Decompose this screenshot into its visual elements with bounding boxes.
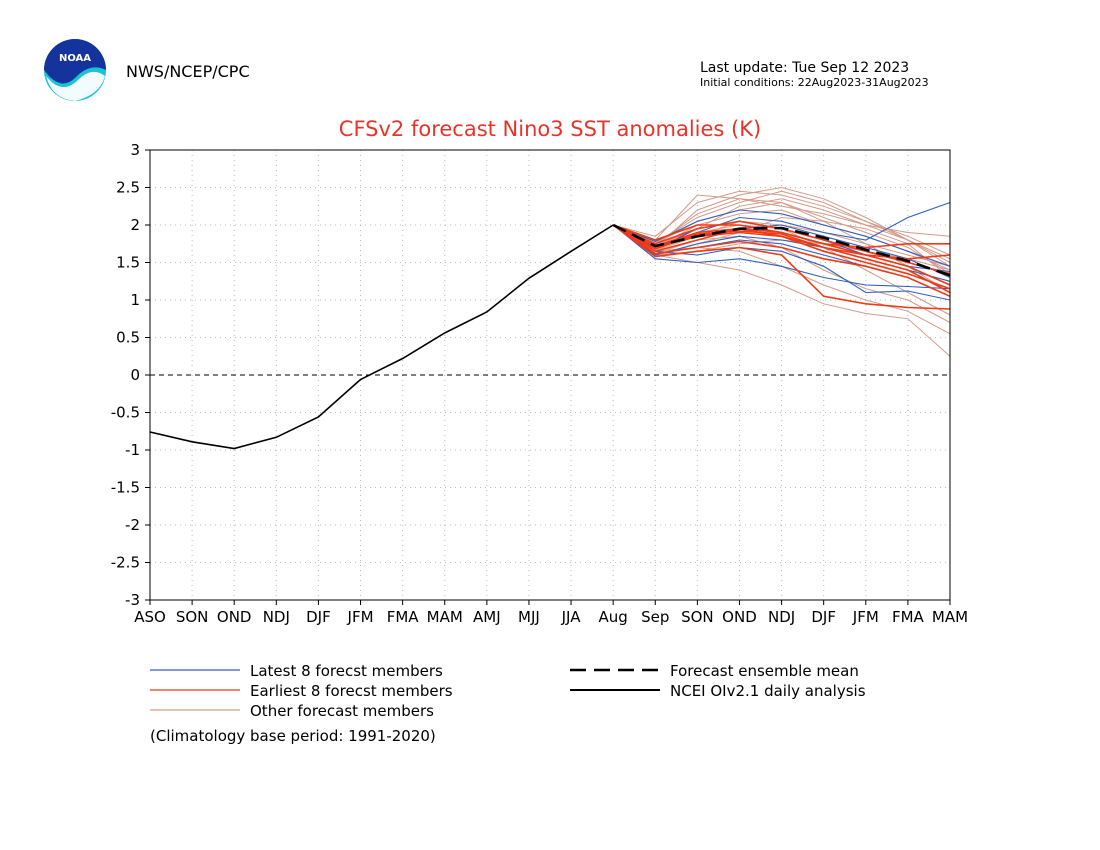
x-tick-label: JFM (347, 608, 374, 626)
earliest-member-line (612, 224, 951, 298)
last-update: Last update: Tue Sep 12 2023 (700, 60, 909, 76)
y-tick-label: -2.5 (111, 554, 140, 572)
x-tick-label: DJF (811, 608, 836, 626)
legend-other-label: Other forecast members (250, 702, 434, 720)
x-tick-label: SON (176, 608, 209, 626)
y-tick-label: 0 (130, 366, 140, 384)
earliest-member-line (612, 224, 951, 260)
latest-member-line (612, 224, 951, 301)
axes: ASO SON OND NDJ DJF JFM FMA MAM AMJ MJJ JJA Aug Sep S… (111, 141, 968, 626)
earliest-member-line (612, 224, 951, 310)
legend-earliest-label: Earliest 8 forecst members (250, 682, 453, 700)
y-tick-label: 0.5 (116, 329, 140, 347)
x-tick-label: NDJ (768, 608, 795, 626)
legend-mean-label: Forecast ensemble mean (670, 662, 859, 680)
y-tick-label: -3 (125, 591, 140, 609)
x-tick-label: NDJ (263, 608, 290, 626)
y-tick-label: -1.5 (111, 479, 140, 497)
x-tick-label: OND (722, 608, 757, 626)
y-tick-label: 2.5 (116, 179, 140, 197)
x-tick-label: MJJ (518, 608, 540, 626)
legend: Latest 8 forecst members Earliest 8 fore… (150, 662, 866, 745)
earliest-members-series (612, 220, 951, 310)
x-tick-label: SON (681, 608, 714, 626)
climatology-note: (Climatology base period: 1991-2020) (150, 727, 436, 745)
x-tick-label: OND (217, 608, 252, 626)
logo-text: NOAA (59, 53, 91, 64)
x-tick-label: FMA (387, 608, 420, 626)
y-tick-label: 1 (130, 291, 140, 309)
earliest-member-line (612, 224, 951, 290)
x-tick-label: AMJ (473, 608, 501, 626)
x-tick-label: MAM (427, 608, 463, 626)
main-series (149, 223, 951, 450)
initial-conditions: Initial conditions: 22Aug2023-31Aug2023 (700, 76, 929, 89)
y-tick-label: -0.5 (111, 404, 140, 422)
x-tick-label: ASO (134, 608, 166, 626)
x-tick-label: Aug (599, 608, 628, 626)
org-label: NWS/NCEP/CPC (126, 62, 250, 81)
y-tick-label: -1 (125, 441, 140, 459)
y-tick-label: 3 (130, 141, 140, 159)
y-tick-label: -2 (125, 516, 140, 534)
observed-analysis-line (149, 224, 614, 450)
latest-member-line (612, 224, 951, 290)
x-tick-label: JJA (561, 608, 582, 626)
x-tick-label: FMA (892, 608, 925, 626)
legend-analysis-label: NCEI OIv2.1 daily analysis (670, 682, 866, 700)
legend-latest-label: Latest 8 forecst members (250, 662, 443, 680)
other-member-line (612, 224, 951, 357)
chart-title: CFSv2 forecast Nino3 SST anomalies (K) (339, 117, 761, 141)
y-tick-label: 2 (130, 216, 140, 234)
earliest-member-line (612, 224, 950, 253)
x-tick-label: Sep (641, 608, 669, 626)
plot-frame (149, 149, 951, 601)
noaa-logo: NOAA (44, 39, 106, 101)
x-tick-label: DJF (306, 608, 331, 626)
x-tick-label: JFM (852, 608, 879, 626)
ensemble-mean-line (612, 223, 951, 277)
x-tick-label: MAM (932, 608, 968, 626)
y-tick-label: 1.5 (116, 254, 140, 272)
other-member-line (613, 194, 951, 241)
